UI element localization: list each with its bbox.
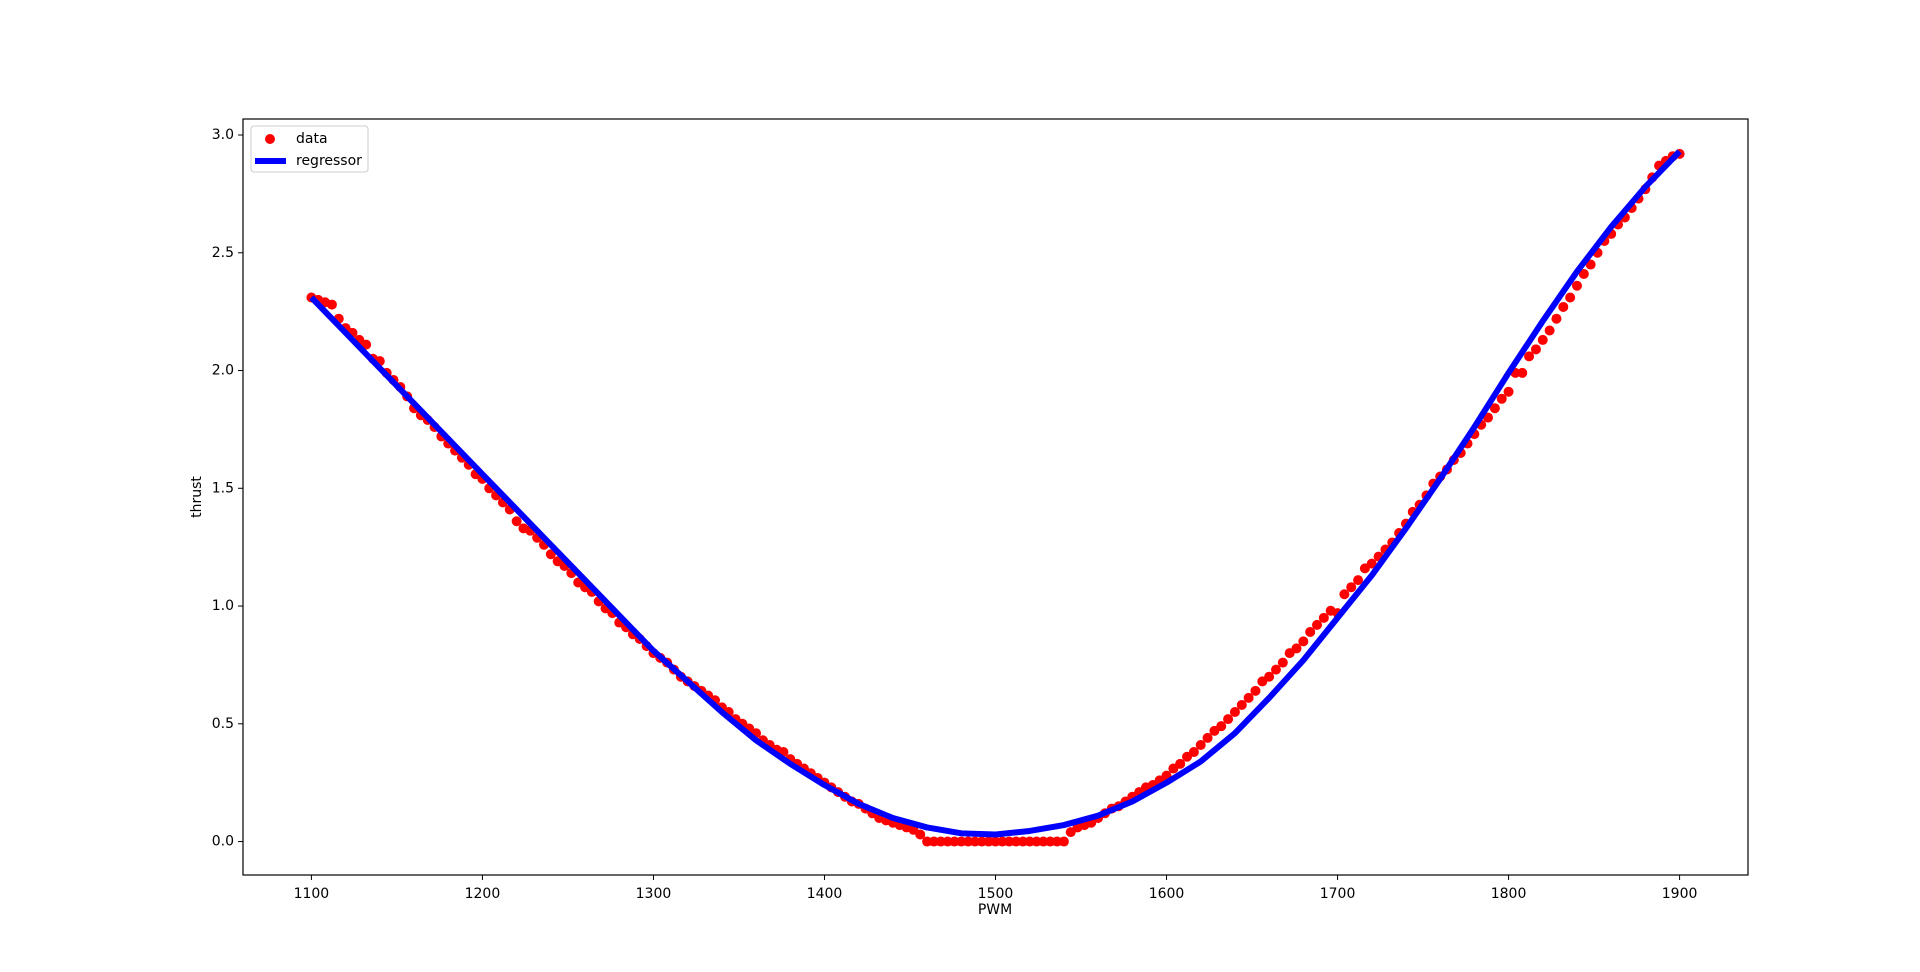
- data-point: [1243, 692, 1254, 703]
- data-point: [1216, 721, 1227, 732]
- data-point: [949, 836, 960, 847]
- legend-marker: [265, 134, 275, 144]
- data-point: [1017, 836, 1028, 847]
- data-point: [1537, 334, 1548, 345]
- data-point: [1298, 636, 1309, 647]
- data-point: [1489, 403, 1500, 414]
- regression-line: [309, 149, 1682, 838]
- data-point: [928, 836, 939, 847]
- data-point: [1353, 575, 1364, 586]
- data-point: [1270, 664, 1281, 675]
- data-point: [1524, 351, 1535, 362]
- y-tick-label: 3.0: [212, 127, 234, 143]
- data-point: [1346, 582, 1357, 593]
- data-point: [361, 339, 372, 350]
- data-point: [1031, 836, 1042, 847]
- x-tick-label: 1400: [807, 886, 843, 902]
- x-tick-label: 1600: [1149, 886, 1185, 902]
- data-point: [1496, 393, 1507, 404]
- data-point: [1339, 589, 1350, 600]
- legend-label: regressor: [296, 153, 362, 169]
- data-point: [511, 516, 522, 527]
- data-point: [1551, 313, 1562, 324]
- data-point: [1250, 685, 1261, 696]
- plot-area: [306, 148, 1685, 847]
- data-point: [1558, 301, 1569, 312]
- axes-frame: [242, 118, 1749, 876]
- data-point: [1052, 836, 1063, 847]
- data-point: [1544, 325, 1555, 336]
- data-point: [983, 836, 994, 847]
- data-point: [1045, 836, 1056, 847]
- data-point: [1175, 758, 1186, 769]
- data-point: [1291, 643, 1302, 654]
- legend: data regressor: [250, 125, 369, 173]
- data-point: [1530, 344, 1541, 355]
- data-point: [956, 836, 967, 847]
- x-axis-label: PWM: [978, 902, 1012, 918]
- x-tick-label: 1900: [1662, 886, 1698, 902]
- data-point: [1058, 836, 1069, 847]
- data-point: [1188, 747, 1199, 758]
- data-point: [922, 836, 933, 847]
- x-tick-label: 1800: [1491, 886, 1527, 902]
- data-point: [1277, 657, 1288, 668]
- x-tick-label: 1700: [1320, 886, 1356, 902]
- y-tick-label: 2.5: [212, 245, 234, 261]
- data-point: [976, 836, 987, 847]
- data-point: [915, 829, 926, 840]
- data-point: [1503, 386, 1514, 397]
- data-point: [1517, 367, 1528, 378]
- data-point: [1223, 714, 1234, 725]
- y-tick-label: 1.0: [212, 598, 234, 614]
- data-point: [1038, 836, 1049, 847]
- y-axis-label: thrust: [189, 476, 205, 518]
- data-point: [1202, 732, 1213, 743]
- data-point: [1571, 280, 1582, 291]
- data-point: [1565, 292, 1576, 303]
- data-point: [1312, 619, 1323, 630]
- y-tick-label: 0.5: [212, 716, 234, 732]
- data-point: [969, 836, 980, 847]
- data-point: [990, 836, 1001, 847]
- data-point: [1264, 671, 1275, 682]
- data-point: [1585, 259, 1596, 270]
- x-tick-label: 1300: [636, 886, 672, 902]
- data-point: [545, 549, 556, 560]
- legend-label: data: [296, 131, 328, 147]
- data-point: [1195, 739, 1206, 750]
- data-point: [1578, 268, 1589, 279]
- data-point: [935, 836, 946, 847]
- y-tick-label: 0.0: [212, 834, 234, 850]
- y-tick-label: 1.5: [212, 480, 234, 496]
- data-point: [326, 299, 337, 310]
- data-point: [1236, 699, 1247, 710]
- x-tick-label: 1500: [978, 886, 1014, 902]
- data-point: [1483, 412, 1494, 423]
- data-point: [1024, 836, 1035, 847]
- data-point: [1229, 707, 1240, 718]
- data-point: [1305, 626, 1316, 637]
- data-point: [942, 836, 953, 847]
- y-tick-label: 2.0: [212, 363, 234, 379]
- data-point: [997, 836, 1008, 847]
- data-point: [1011, 836, 1022, 847]
- x-tick-label: 1100: [294, 886, 330, 902]
- data-point: [1318, 612, 1329, 623]
- data-point: [963, 836, 974, 847]
- data-point: [1004, 836, 1015, 847]
- x-tick-label: 1200: [465, 886, 501, 902]
- data-point: [1366, 558, 1377, 569]
